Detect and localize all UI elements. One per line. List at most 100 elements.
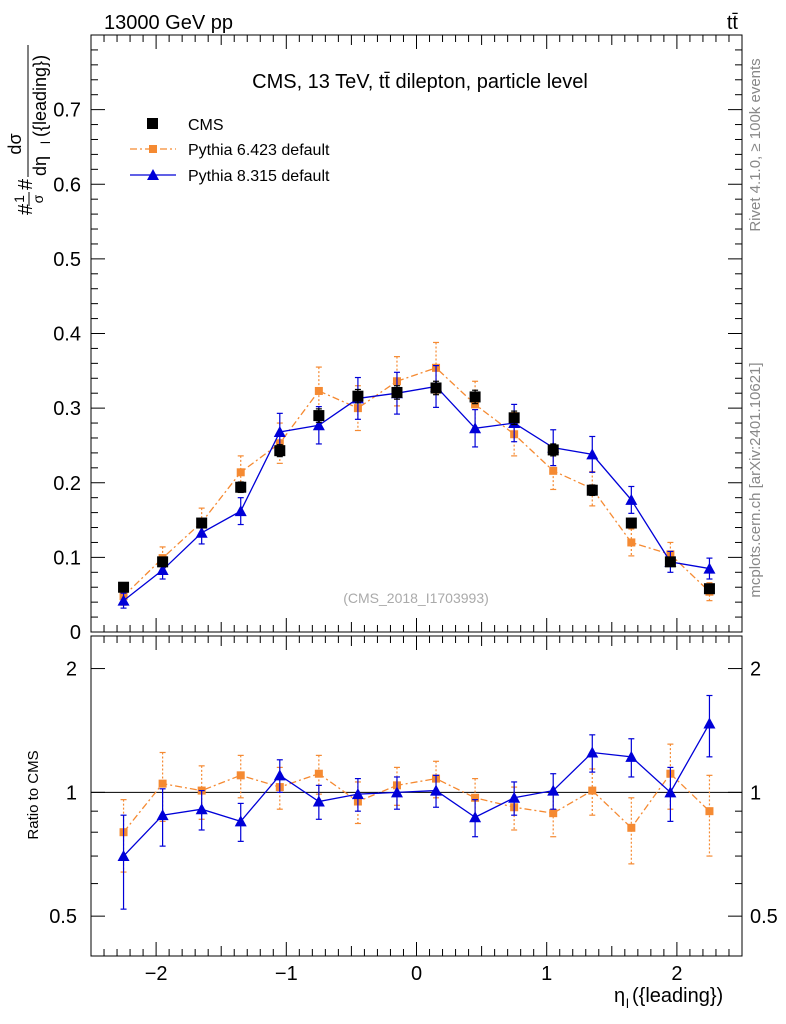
data-point (430, 382, 442, 394)
x-axis-title: η l ({leading}) (614, 985, 723, 1011)
data-point (664, 786, 677, 798)
data-point (235, 481, 247, 493)
x-title-eta: η (614, 985, 625, 1007)
ratio-x-tick-labels: −2 −1 0 1 2 (145, 963, 683, 985)
data-point (508, 791, 521, 803)
data-point (586, 484, 598, 496)
data-point (469, 422, 482, 434)
x-tick-label: −2 (145, 963, 168, 985)
data-point (273, 769, 286, 781)
y-title-frac-num: 1 (11, 195, 27, 203)
y-title-d-den: dη (30, 156, 50, 176)
data-point (549, 466, 558, 475)
ratio-y-axis-title: Ratio to CMS (25, 750, 42, 839)
data-point (273, 426, 286, 438)
mcplots-label: mcplots.cern.ch [arXiv:2401.10621] (747, 362, 764, 597)
data-point (664, 556, 676, 568)
data-point (157, 556, 169, 568)
data-point (471, 793, 480, 802)
ratio-y-tick-label: 0.5 (49, 906, 77, 928)
x-title-post: ({leading}) (632, 985, 723, 1007)
chart-title: CMS, 13 TeV, tt̄ dilepton, particle leve… (252, 71, 588, 93)
data-point (117, 850, 130, 862)
main-y-tick-label: 0.3 (53, 398, 81, 420)
x-tick-label: 0 (411, 963, 422, 985)
main-x-ticks (90, 35, 743, 632)
data-point (588, 786, 597, 795)
series-line (123, 367, 710, 597)
series-pythia-8-315-default (117, 694, 716, 910)
legend-marker-cms (147, 118, 158, 129)
data-point (703, 562, 716, 574)
data-point (469, 391, 481, 403)
data-point (314, 769, 323, 778)
main-y-tick-label: 0.5 (53, 249, 81, 271)
data-point (703, 717, 716, 729)
data-point (156, 809, 169, 821)
header-right: tt̄ (727, 12, 739, 34)
data-point (549, 809, 558, 818)
data-point (236, 771, 245, 780)
data-point (625, 517, 637, 529)
data-point (274, 445, 286, 457)
series-line (123, 723, 711, 857)
main-y-tick-label: 0.2 (53, 473, 81, 495)
legend-marker-py6 (149, 145, 157, 153)
main-y-ticks (91, 34, 742, 633)
ratio-y-tick-label-right: 1 (750, 782, 761, 804)
data-point (705, 807, 714, 816)
ratio-y-tick-label-right: 0.5 (750, 906, 778, 928)
main-y-tick-label: 0.4 (53, 324, 81, 346)
header-left: 13000 GeV pp (104, 12, 233, 34)
data-point (314, 386, 323, 395)
ratio-x-ticks (90, 636, 743, 956)
y-title-post: ({leading}) (30, 55, 50, 137)
main-y-tick-label: 0.1 (53, 547, 81, 569)
main-y-tick-label: 0.7 (53, 100, 81, 122)
data-point (351, 788, 364, 800)
data-point (627, 538, 636, 547)
data-point (586, 448, 599, 460)
rivet-label: Rivet 4.1.0, ≥ 100k events (747, 58, 764, 231)
data-point (313, 410, 325, 422)
x-tick-label: 1 (541, 963, 552, 985)
series-line (123, 772, 710, 833)
data-point (118, 581, 130, 593)
data-point (703, 583, 715, 595)
data-point (312, 795, 325, 807)
data-point (547, 784, 560, 796)
ratio-y-tick-labels: 0.5 0.5 1 1 2 2 (49, 659, 778, 929)
data-point (625, 750, 638, 762)
main-y-tick-label: 0.6 (53, 174, 81, 196)
data-point (469, 811, 482, 823)
ratio-y-tick-label: 1 (66, 782, 77, 804)
data-point (586, 746, 599, 758)
data-point (195, 526, 208, 538)
series-pythia-6-423-default (119, 743, 714, 873)
data-point (391, 386, 403, 398)
data-point (158, 779, 167, 788)
main-y-tick-label: 0 (70, 622, 81, 644)
data-point (234, 505, 247, 517)
main-series-layer (117, 341, 716, 609)
y-title-hash-2: # (15, 178, 37, 190)
data-point (352, 390, 364, 402)
data-point (117, 594, 130, 606)
data-point (234, 815, 247, 827)
ratio-y-ticks (91, 668, 742, 957)
main-y-tick-labels: 0 0.1 0.2 0.3 0.4 0.5 0.6 0.7 (53, 100, 81, 644)
series-cms (118, 380, 715, 595)
main-y-axis-title: # 1 σ # dσ dη l ({leading}) (5, 45, 53, 215)
x-title-sub: l (626, 996, 629, 1011)
series-pythia-6-423-default (119, 341, 714, 606)
legend-marker-py8 (147, 169, 159, 180)
y-title-frac-den: σ (30, 194, 46, 203)
series-line (123, 385, 710, 602)
series-pythia-8-315-default (117, 364, 716, 609)
y-title-d-num: dσ (5, 133, 25, 154)
data-point (312, 419, 325, 431)
y-title-hash-1: # (15, 203, 37, 215)
x-tick-label: 2 (671, 963, 682, 985)
x-tick-label: −1 (275, 963, 298, 985)
